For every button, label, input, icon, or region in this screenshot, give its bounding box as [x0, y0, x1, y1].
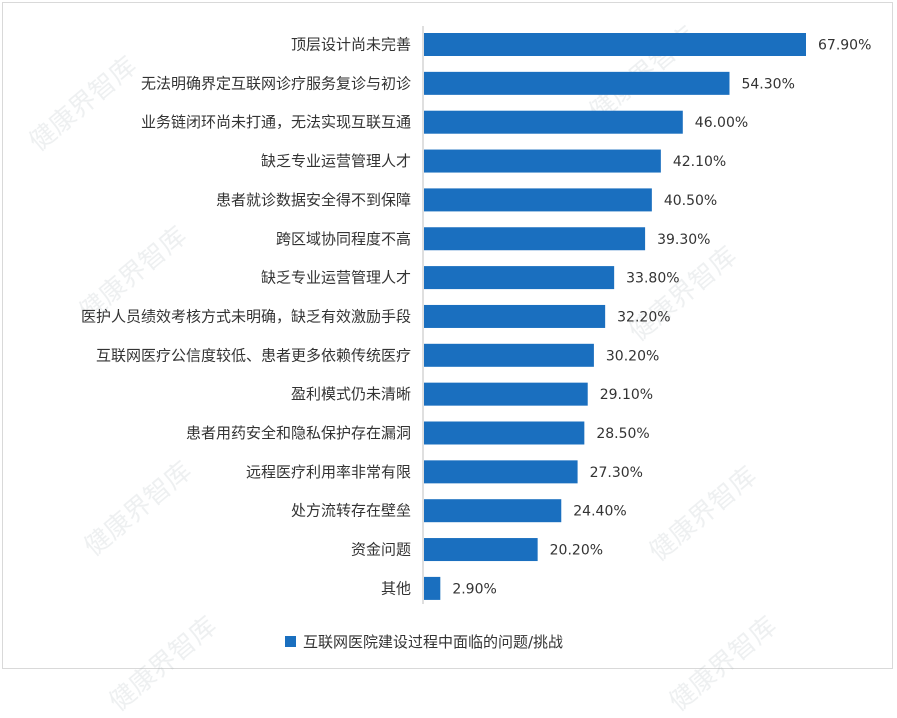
legend-swatch — [285, 636, 296, 647]
bar — [424, 188, 652, 212]
bar-chart: 顶层设计尚未完善 67.90% 无法明确界定互联网诊疗服务复诊与初诊 54.30% 业务… — [81, 26, 871, 651]
data-label: 32.20% — [617, 309, 670, 325]
legend-label: 互联网医院建设过程中面临的问题/挑战 — [303, 633, 563, 651]
data-label: 40.50% — [664, 193, 717, 209]
category-label: 缺乏专业运营管理人才 — [261, 152, 411, 170]
bar — [424, 421, 585, 445]
category-label: 顶层设计尚未完善 — [291, 36, 411, 54]
category-label: 远程医疗利用率非常有限 — [246, 463, 411, 481]
category-label: 互联网医疗公信度较低、患者更多依赖传统医疗 — [96, 346, 411, 364]
category-label: 缺乏专业运营管理人才 — [261, 269, 411, 287]
category-label: 其他 — [381, 579, 411, 597]
data-label: 30.20% — [606, 348, 659, 364]
category-label: 无法明确界定互联网诊疗服务复诊与初诊 — [141, 74, 411, 92]
category-label: 资金问题 — [351, 541, 411, 559]
data-label: 54.30% — [741, 76, 794, 92]
data-label: 39.30% — [657, 232, 710, 248]
data-label: 29.10% — [600, 387, 653, 403]
data-label: 67.90% — [818, 38, 871, 54]
bar — [424, 576, 441, 600]
bar — [424, 33, 806, 56]
data-label: 42.10% — [673, 154, 726, 170]
category-label: 跨区域协同程度不高 — [276, 230, 411, 248]
data-label: 24.40% — [573, 504, 626, 520]
bars-group: 顶层设计尚未完善 67.90% 无法明确界定互联网诊疗服务复诊与初诊 54.30% 业务… — [81, 33, 871, 600]
bar — [424, 149, 661, 173]
bar — [424, 499, 562, 523]
data-label: 33.80% — [626, 271, 679, 287]
data-label: 46.00% — [695, 115, 748, 131]
bar — [424, 343, 594, 367]
legend: 互联网医院建设过程中面临的问题/挑战 — [285, 633, 563, 651]
data-label: 27.30% — [590, 465, 643, 481]
data-label: 28.50% — [596, 426, 649, 442]
bar — [424, 227, 646, 251]
data-label: 2.90% — [452, 581, 496, 597]
category-label: 处方流转存在壁垒 — [291, 502, 411, 520]
bar — [424, 110, 683, 134]
data-label: 20.20% — [550, 543, 603, 559]
category-label: 患者就诊数据安全得不到保障 — [216, 191, 411, 209]
bar — [424, 382, 588, 406]
bar — [424, 266, 615, 290]
category-label: 盈利模式仍未清晰 — [291, 385, 411, 403]
category-label: 医护人员绩效考核方式未明确，缺乏有效激励手段 — [81, 307, 411, 325]
category-label: 业务链闭环尚未打通，无法实现互联互通 — [141, 113, 411, 131]
bar — [424, 538, 538, 562]
bar — [424, 460, 578, 484]
category-label: 患者用药安全和隐私保护存在漏洞 — [186, 424, 411, 442]
bar — [424, 304, 606, 328]
bar — [424, 71, 730, 95]
